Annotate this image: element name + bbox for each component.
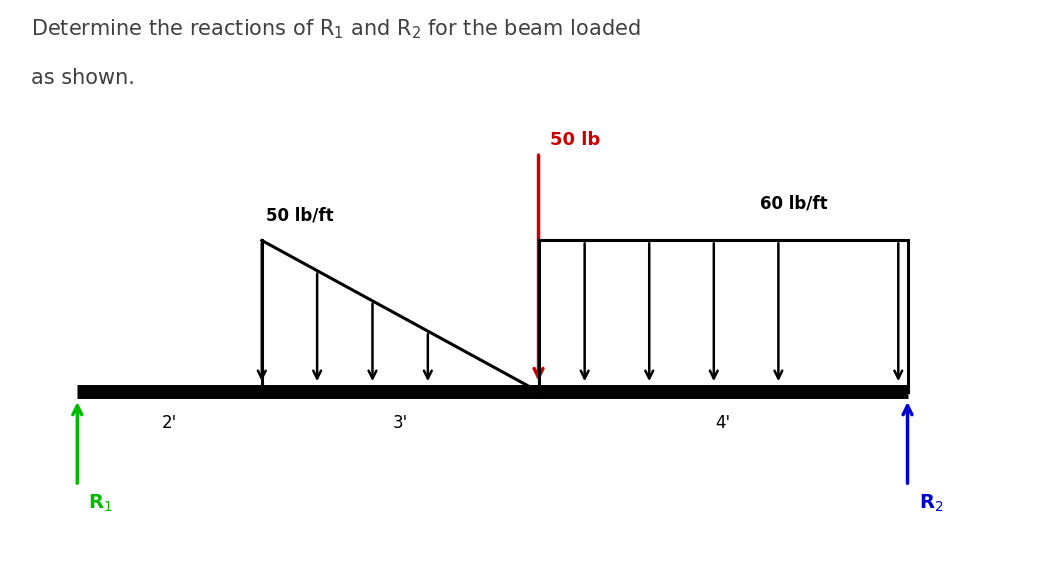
- Text: 3': 3': [393, 414, 407, 432]
- Text: 50 lb/ft: 50 lb/ft: [266, 207, 334, 225]
- Text: 2': 2': [162, 414, 178, 432]
- Text: R$_1$: R$_1$: [88, 492, 113, 513]
- Text: 60 lb/ft: 60 lb/ft: [760, 194, 827, 212]
- Text: as shown.: as shown.: [31, 68, 135, 88]
- Text: Determine the reactions of R$_1$ and R$_2$ for the beam loaded: Determine the reactions of R$_1$ and R$_…: [31, 17, 641, 41]
- Text: 50 lb: 50 lb: [550, 131, 600, 149]
- Text: R$_2$: R$_2$: [918, 492, 943, 513]
- Text: 4': 4': [716, 414, 730, 432]
